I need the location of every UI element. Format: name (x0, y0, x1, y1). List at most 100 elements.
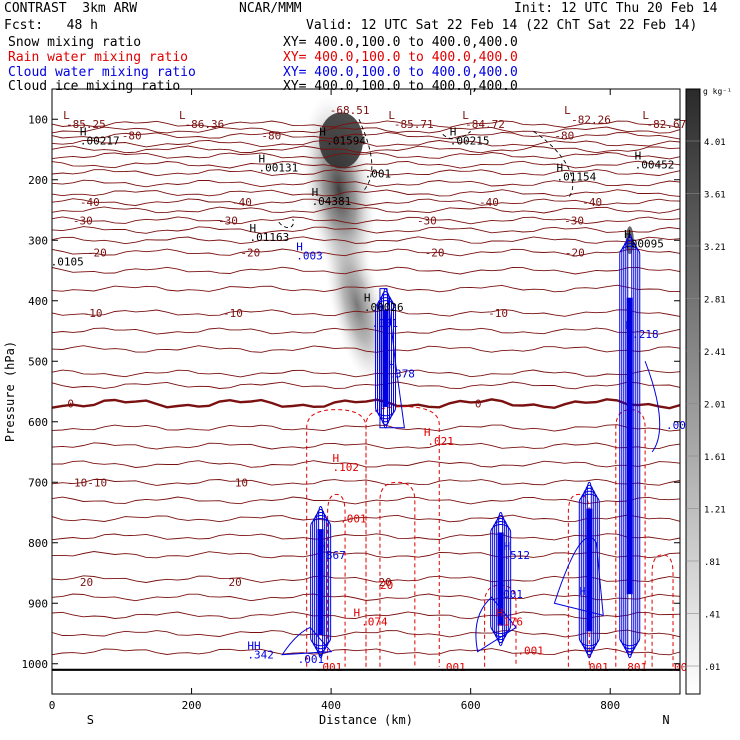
temperature-contour--10 (51, 309, 681, 317)
rain-envelope-3 (379, 481, 416, 667)
temperature-contour-line (51, 496, 681, 505)
cloud-water-mid (379, 288, 405, 429)
contour-label-snow: H (80, 125, 87, 138)
legend-cloud-name: Cloud water mixing ratio (8, 65, 196, 80)
y-tick-label: 400 (28, 295, 48, 308)
rain-envelope-8 (651, 554, 674, 667)
cloud-water-contour (584, 484, 594, 656)
contour-label-temp: -40 (232, 196, 252, 209)
temperature-contour-line (51, 345, 681, 353)
legend-snow-name: Snow mixing ratio (8, 35, 142, 50)
cloud-water-contour (621, 242, 639, 650)
cloud-water-contour (494, 518, 508, 641)
contour-label-snow: H (319, 125, 326, 138)
contour-label-cloud: H (626, 319, 633, 332)
contour-label-temp: -82.26 (571, 113, 611, 126)
contour-label-rain: .021 (427, 435, 454, 448)
cloud-water-contour (316, 508, 326, 656)
contour-label-rain: .001 (340, 513, 367, 526)
contour-label-snow: .00215 (450, 134, 490, 147)
contour-label-temp: -30 (417, 214, 437, 227)
contour-label-snow: .01163 (249, 231, 289, 244)
temperature-contour--60 (51, 169, 681, 177)
contour-label-temp: -85.71 (394, 118, 434, 131)
ice-outline-2 (533, 130, 574, 199)
contour-label-rain: .074 (361, 615, 388, 628)
contour-label-cloud: .512 (503, 549, 530, 562)
colorbar-tick-label: 4.01 (704, 138, 726, 148)
cloud-water-contour (625, 236, 635, 656)
cloud-water-core (626, 297, 633, 595)
y-tick-label: 300 (28, 234, 48, 247)
x-tick-label: 0 (49, 699, 56, 712)
contour-label-temp: L (642, 109, 649, 122)
contour-label-rain: H (496, 606, 503, 619)
contour-label-cloud: .342 (247, 649, 274, 662)
cloud-water-contour (490, 524, 512, 635)
contour-label-temp: -84.72 (465, 118, 505, 131)
x-tick-label: 200 (182, 699, 202, 712)
ice-outline-4 (278, 218, 294, 228)
header-valid: Valid: 12 UTC Sat 22 Feb 14 (22 ChT Sat … (306, 18, 698, 33)
cloud-water-contour (496, 515, 506, 644)
ice-outline-1 (358, 119, 373, 193)
contour-label-cloud: H (319, 540, 326, 553)
contour-label-cloud: H (296, 240, 303, 253)
contour-label-rain: H (424, 426, 431, 439)
contour-label-temp: -80 (554, 130, 574, 143)
contour-label-temp: -20 (240, 246, 260, 259)
contour-label-temp: 20 (229, 576, 242, 589)
cloud-water-contour (623, 239, 637, 653)
legend-ice-name: Cloud ice mixing ratio (8, 79, 181, 94)
cloud-water-contour (619, 245, 641, 647)
rain-envelope-6 (567, 493, 590, 667)
contour-label-cloud: .867 (319, 549, 346, 562)
contour-label-snow: H (312, 186, 319, 199)
y-tick-label: 1000 (22, 658, 49, 671)
contour-label-temp: -10 (83, 307, 103, 320)
contour-label-temp: -82.67 (647, 118, 687, 131)
contour-label-temp: L (63, 109, 70, 122)
y-tick-label: 700 (28, 476, 48, 489)
colorbar-tick-label: .41 (704, 611, 720, 621)
colorbar-unit: g kg⁻¹ (703, 87, 732, 96)
end-label-south: S (87, 713, 94, 727)
legend-snow-xy: XY= 400.0,100.0 to 400.0,400.0 (283, 35, 518, 50)
legend-rain-name: Rain water mixing ratio (8, 50, 189, 65)
contour-label-rain: .176 (496, 615, 523, 628)
colorbar-tick-label: 2.41 (704, 348, 726, 358)
header-center: NCAR/MMM (239, 1, 302, 16)
contour-label-temp: 0 (475, 398, 482, 411)
temperature-contour-line (51, 120, 681, 129)
contour-label-rain: 20 (380, 579, 393, 592)
y-tick-label: 100 (28, 113, 48, 126)
contour-label-snow: .0105 (51, 255, 84, 268)
contour-label-temp: -40 (479, 196, 499, 209)
contour-label-temp: -40 (80, 196, 100, 209)
contour-label-temp: -20 (87, 246, 107, 259)
colorbar-tick-label: 1.21 (704, 506, 726, 516)
contour-label-temp: 20 (379, 576, 392, 589)
colorbar-tick-label: 2.01 (704, 401, 726, 411)
temperature-contour--20 (51, 248, 681, 257)
contour-label-temp: -10-10 (67, 476, 107, 489)
temperature-contour-line (51, 145, 681, 154)
temperature-contour-line (51, 327, 681, 335)
contour-label-cloud: .003 (296, 249, 323, 262)
contour-label-temp: 0 (67, 398, 74, 411)
rain-envelope-2 (365, 406, 440, 667)
temperature-contour--70 (51, 152, 681, 160)
contour-label-cloud: HH (247, 640, 260, 653)
contour-label-temp: -20 (425, 246, 445, 259)
cloud-water-base-mid (475, 596, 517, 653)
contour-label-snow: .00217 (80, 134, 120, 147)
colorbar-tick-label: 3.61 (704, 191, 726, 201)
legend-rain-xy: XY= 400.0,100.0 to 400.0,400.0 (283, 50, 518, 65)
temperature-contour-line (51, 206, 681, 214)
snow-plume-tail (324, 222, 390, 388)
temperature-contour--80 (51, 131, 681, 140)
colorbar-scale (685, 88, 701, 695)
contour-label-snow: H (364, 292, 371, 305)
contour-label-rain: H (353, 606, 360, 619)
contour-label-rain: .001 (517, 644, 544, 657)
